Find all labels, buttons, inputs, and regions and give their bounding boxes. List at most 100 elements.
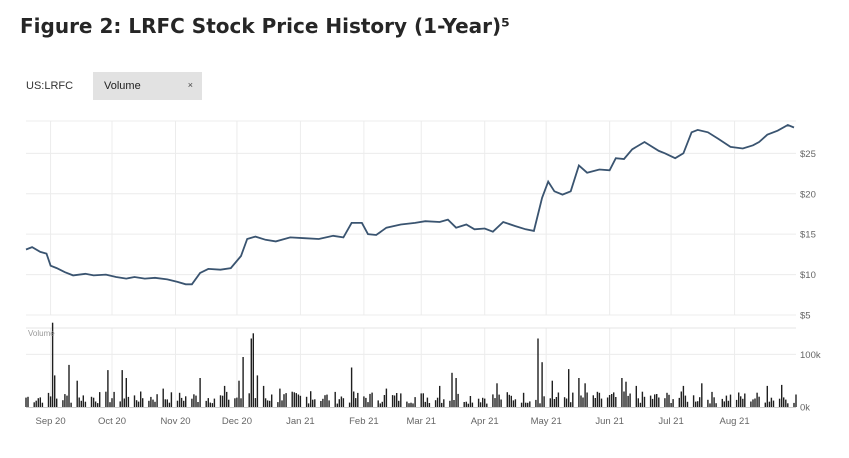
volume-bar-146 xyxy=(443,399,445,407)
volume-bar-110 xyxy=(340,396,343,407)
volume-bar-210 xyxy=(627,395,629,407)
volume-bar-104 xyxy=(324,395,326,407)
volume-bar-12 xyxy=(62,400,64,407)
volume-bar-226 xyxy=(672,399,674,407)
volume-bar-78 xyxy=(250,338,252,407)
volume-bar-223 xyxy=(666,392,668,407)
volume-bar-41 xyxy=(142,398,144,407)
volume-bar-96 xyxy=(299,395,302,407)
volume-bar-184 xyxy=(553,399,556,407)
volume-bar-8 xyxy=(49,396,52,407)
volume-bar-18 xyxy=(78,397,80,407)
close-icon[interactable]: × xyxy=(187,80,193,90)
volume-bar-264 xyxy=(783,397,785,407)
volume-label: Volume xyxy=(28,329,55,338)
volume-bar-108 xyxy=(336,403,338,407)
volume-bar-123 xyxy=(379,403,381,407)
volume-bar-240 xyxy=(713,397,715,407)
volume-bar-130 xyxy=(398,400,400,407)
volume-bar-173 xyxy=(522,392,525,407)
volume-bar-268 xyxy=(795,394,797,407)
volume-bar-253 xyxy=(752,399,754,407)
volume-bar-207 xyxy=(621,378,623,407)
volume-bar-49 xyxy=(166,399,168,407)
volume-bar-64 xyxy=(209,402,211,407)
volume-bar-61 xyxy=(199,378,201,407)
volume-bar-109 xyxy=(338,399,340,407)
volume-bar-9 xyxy=(51,322,54,407)
volume-bar-82 xyxy=(262,385,265,407)
volume-bar-22 xyxy=(90,396,93,407)
volume-bar-46 xyxy=(156,394,158,407)
volume-bar-101 xyxy=(314,399,316,407)
volume-bar-51 xyxy=(170,392,173,407)
volume-bar-218 xyxy=(651,398,654,407)
volume-bar-152 xyxy=(463,402,465,407)
volume-bar-16 xyxy=(70,402,72,407)
volume-bar-197 xyxy=(592,395,594,407)
volume-bar-267 xyxy=(793,402,795,407)
volume-study-chip[interactable]: Volume × xyxy=(93,72,202,100)
volume-bar-68 xyxy=(221,395,224,407)
volume-bar-150 xyxy=(455,378,457,407)
volume-bar-202 xyxy=(606,397,609,407)
volume-bar-40 xyxy=(140,391,142,407)
price-tick-label-1: $10 xyxy=(800,270,816,281)
volume-bar-63 xyxy=(207,398,209,407)
volume-bar-235 xyxy=(699,397,701,407)
volume-bar-102 xyxy=(320,401,322,407)
ticker-symbol: US:LRFC xyxy=(26,80,74,92)
volume-bar-254 xyxy=(754,398,756,407)
x-tick-label-8: May 21 xyxy=(531,416,562,427)
volume-bar-157 xyxy=(477,398,480,407)
volume-bar-35 xyxy=(125,378,127,407)
volume-bar-180 xyxy=(541,362,543,407)
volume-bar-14 xyxy=(66,395,68,407)
volume-bar-220 xyxy=(656,394,658,407)
volume-bar-52 xyxy=(176,400,179,407)
volume-bar-45 xyxy=(154,401,156,407)
volume-bar-114 xyxy=(353,391,355,407)
volume-bar-29 xyxy=(109,402,111,407)
volume-bar-6 xyxy=(41,402,44,407)
volume-bar-135 xyxy=(412,403,414,407)
volume-bar-219 xyxy=(654,394,656,407)
volume-bar-100 xyxy=(312,399,314,407)
volume-bar-221 xyxy=(658,397,660,407)
price-line xyxy=(25,124,795,286)
volume-bar-28 xyxy=(107,370,109,407)
volume-bar-259 xyxy=(768,401,771,407)
volume-bar-142 xyxy=(434,400,437,407)
volume-bar-141 xyxy=(428,403,431,407)
volume-bar-0 xyxy=(25,397,27,407)
volume-bar-115 xyxy=(355,398,357,407)
volume-bar-44 xyxy=(152,399,154,407)
volume-bar-189 xyxy=(568,369,570,407)
volume-bar-168 xyxy=(508,394,510,407)
x-tick-label-4: Jan 21 xyxy=(286,416,315,427)
volume-bar-117 xyxy=(363,396,365,407)
volume-bar-266 xyxy=(787,403,789,407)
volume-bar-24 xyxy=(94,401,97,407)
volume-bar-125 xyxy=(383,395,386,407)
volume-bar-76 xyxy=(242,357,244,407)
volume-bar-194 xyxy=(582,397,584,407)
volume-bar-234 xyxy=(697,401,699,407)
volume-bar-118 xyxy=(365,397,367,407)
volume-bar-148 xyxy=(451,372,453,407)
volume-bar-149 xyxy=(453,400,455,407)
volume-bar-119 xyxy=(367,402,369,407)
volume-bar-74 xyxy=(238,380,240,407)
volume-bar-192 xyxy=(578,378,580,407)
volume-bar-54 xyxy=(180,397,183,407)
volume-bar-27 xyxy=(105,391,107,407)
volume-bar-138 xyxy=(422,393,424,407)
volume-bar-261 xyxy=(772,400,775,407)
volume-bar-179 xyxy=(539,403,541,407)
volume-bar-158 xyxy=(479,402,482,407)
volume-bar-174 xyxy=(525,402,527,407)
volume-bar-99 xyxy=(310,391,312,407)
volume-bar-5 xyxy=(39,397,41,407)
volume-bar-131 xyxy=(400,393,402,407)
